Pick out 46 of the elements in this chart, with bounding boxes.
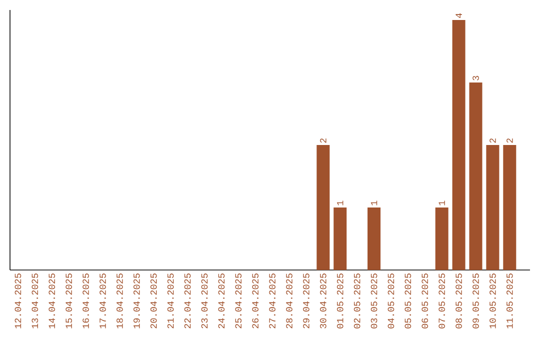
x-tick-label: 23.04.2025 xyxy=(201,274,208,328)
x-tick-label: 05.05.2025 xyxy=(404,274,412,328)
x-tick-label: 26.04.2025 xyxy=(252,274,258,328)
bar xyxy=(316,145,330,270)
x-tick-label: 10.05.2025 xyxy=(490,274,496,328)
bar xyxy=(486,145,500,270)
x-tick-label: 21.04.2025 xyxy=(167,274,174,328)
x-tick-label: 27.04.2025 xyxy=(269,274,276,328)
x-tick-label: 02.05.2025 xyxy=(354,274,360,328)
x-tick-label: 30.04.2025 xyxy=(320,274,326,328)
x-tick-label: 29.04.2025 xyxy=(303,274,310,328)
x-tick-label: 03.05.2025 xyxy=(370,274,378,328)
bar xyxy=(503,145,516,270)
bar xyxy=(334,208,347,270)
x-tick-label: 14.04.2025 xyxy=(48,274,56,328)
x-tick-label: 04.05.2025 xyxy=(388,274,394,328)
x-tick-label: 13.04.2025 xyxy=(32,274,38,328)
data-label: 2 xyxy=(506,138,513,143)
x-tick-label: 15.04.2025 xyxy=(66,274,72,328)
x-tick-label: 22.04.2025 xyxy=(184,274,191,328)
data-label: 1 xyxy=(438,200,445,206)
bar xyxy=(469,82,482,270)
x-tick-label: 12.04.2025 xyxy=(14,274,22,328)
x-tick-label: 20.04.2025 xyxy=(150,274,157,328)
data-label: 2 xyxy=(320,138,326,143)
x-tick-label: 09.05.2025 xyxy=(472,274,479,328)
x-tick-label: 24.04.2025 xyxy=(218,274,225,328)
data-label: 2 xyxy=(490,138,496,143)
bar xyxy=(435,208,448,270)
x-tick-label: 01.05.2025 xyxy=(336,274,344,328)
x-tick-label: 17.04.2025 xyxy=(100,274,106,328)
x-tick-label: 08.05.2025 xyxy=(456,274,462,328)
data-label: 1 xyxy=(370,200,378,206)
data-label: 4 xyxy=(456,13,462,18)
x-tick-label: 16.04.2025 xyxy=(82,274,89,328)
data-label: 1 xyxy=(337,200,344,206)
data-label: 3 xyxy=(472,76,479,80)
bar xyxy=(452,20,466,270)
x-tick-label: 28.04.2025 xyxy=(286,274,292,328)
bar xyxy=(368,208,381,270)
x-tick-label: 11.05.2025 xyxy=(506,274,513,328)
x-tick-label: 19.04.2025 xyxy=(134,274,140,328)
x-tick-label: 18.04.2025 xyxy=(116,274,123,328)
x-tick-label: 07.05.2025 xyxy=(438,274,445,328)
x-tick-label: 25.04.2025 xyxy=(235,274,242,328)
x-tick-label: 06.05.2025 xyxy=(422,274,428,328)
